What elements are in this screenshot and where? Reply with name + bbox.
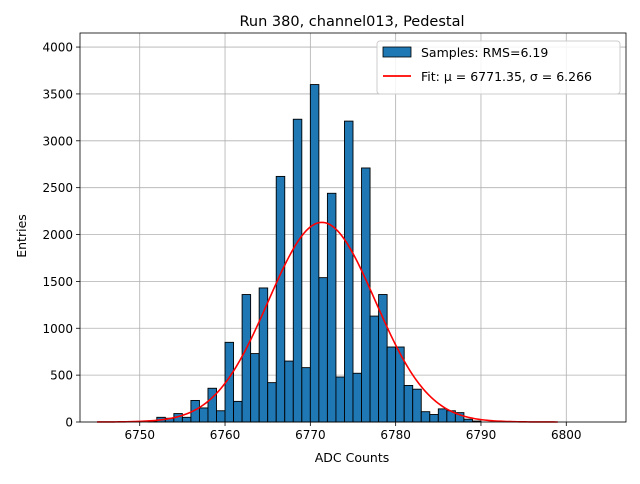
histogram-bar	[318, 277, 328, 423]
y-tick-label: 2500	[42, 181, 73, 195]
legend-samples-label: Samples: RMS=6.19	[421, 45, 548, 60]
y-tick-label: 2000	[42, 228, 73, 242]
histogram-bar	[301, 367, 311, 423]
histogram-bar	[233, 400, 243, 423]
x-tick-label: 6800	[551, 428, 582, 442]
histogram-bar	[216, 410, 226, 423]
gaussian-fit-curve	[97, 221, 558, 423]
histogram-bar	[207, 387, 217, 423]
x-axis-label: ADC Counts	[315, 450, 390, 465]
histogram-bar	[386, 346, 397, 423]
histogram-bar	[250, 353, 260, 423]
histogram-bar	[309, 84, 320, 423]
histogram-bar	[335, 376, 345, 423]
axes-frame	[79, 32, 627, 423]
y-tick-label: 1500	[42, 275, 73, 289]
histogram-bar	[275, 175, 286, 423]
x-tick-label: 6780	[380, 428, 411, 442]
legend-samples-swatch	[382, 46, 412, 58]
histogram-bar	[258, 287, 269, 423]
histogram-bar	[378, 294, 388, 423]
histogram-bar	[437, 408, 448, 423]
ticks-layer: 6750 6760 6770 6780 6790 6800 0 500 1000 1500 2000…	[42, 41, 581, 442]
y-tick-label: 1000	[42, 322, 73, 336]
legend: Samples: RMS=6.19 Fit: μ = 6771.35, σ = …	[376, 40, 621, 95]
histogram-bar	[198, 407, 209, 423]
y-tick-label: 0	[65, 416, 73, 430]
histogram-bar	[284, 360, 294, 423]
histogram-bar	[361, 167, 371, 423]
histogram-bar	[420, 411, 431, 423]
fit-curve-layer	[97, 221, 558, 423]
y-tick-label: 500	[50, 369, 73, 383]
histogram-bar	[241, 294, 252, 423]
histogram-bar	[267, 382, 277, 423]
y-tick-label: 4000	[42, 41, 73, 55]
histogram-bar	[344, 120, 354, 423]
histogram-bar	[369, 315, 380, 423]
x-tick-label: 6790	[466, 428, 497, 442]
y-tick-label: 3500	[42, 87, 73, 101]
y-axis-label: Entries	[14, 214, 29, 258]
x-tick-label: 6770	[295, 428, 326, 442]
histogram-bar	[181, 416, 192, 423]
histogram-bars	[147, 84, 482, 423]
x-tick-label: 6750	[124, 428, 155, 442]
legend-fit-label: Fit: μ = 6771.35, σ = 6.266	[421, 69, 592, 84]
chart-title: Run 380, channel013, Pedestal	[239, 14, 464, 30]
histogram-bar	[403, 384, 414, 423]
y-tick-label: 3000	[42, 134, 73, 148]
histogram-bar	[292, 118, 303, 423]
histogram-bar	[463, 418, 473, 423]
histogram-bar	[412, 388, 422, 423]
histogram-bar	[352, 372, 362, 423]
histogram-bar	[429, 414, 439, 423]
x-tick-label: 6760	[210, 428, 241, 442]
